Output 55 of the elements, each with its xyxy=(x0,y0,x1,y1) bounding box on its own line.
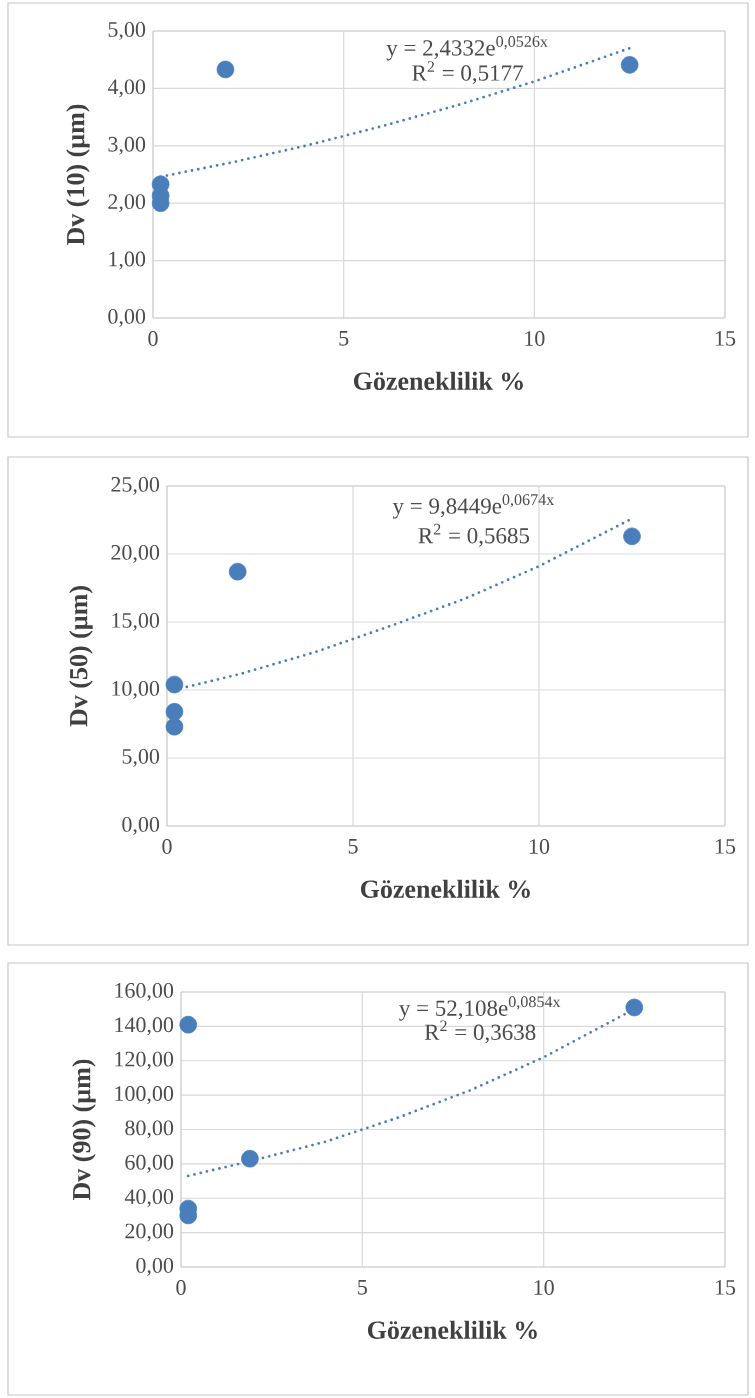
y-tick-label: 0,00 xyxy=(122,817,160,835)
point xyxy=(241,1149,259,1168)
x-tick-label: 5 xyxy=(358,1280,367,1295)
y-tick-label: 140,00 xyxy=(115,1017,174,1036)
annotation: R$^{2}$ = 0,5177 xyxy=(412,61,523,85)
annotation: y = 2,4332e$^{0,0526x}$ xyxy=(386,36,548,61)
point xyxy=(228,562,247,581)
x-axis-title: Gözeneklilik % xyxy=(353,371,523,391)
x-tick-label: 15 xyxy=(715,839,736,854)
y-tick-label: 4,00 xyxy=(107,79,146,98)
y-tick-label: 100,00 xyxy=(115,1086,174,1105)
y-tick-label: 15,00 xyxy=(112,613,160,631)
y-tick-label: 1,00 xyxy=(109,251,146,270)
y-tick-label: 60,00 xyxy=(125,1154,174,1173)
y-tick-label: 80,00 xyxy=(125,1120,174,1139)
annotation: y = 52,108e$^{0,0854x}$ xyxy=(399,996,561,1021)
y-tick-label: 2,00 xyxy=(108,194,146,213)
point xyxy=(216,60,235,79)
annotation: R$^{2}$ = 0,3638 xyxy=(424,1020,536,1044)
point xyxy=(623,527,641,546)
annotation: y = 9,8449e$^{0,0674x}$ xyxy=(392,494,555,519)
x-tick-label: 10 xyxy=(534,1280,554,1295)
point xyxy=(165,675,184,694)
y-axis-title: Dv (10) (µm) xyxy=(66,104,90,246)
y-tick-label: 20,00 xyxy=(111,545,160,564)
point xyxy=(179,1015,198,1034)
y-tick-label: 0,00 xyxy=(108,309,146,328)
y-axis-title: Dv (50) (µm) xyxy=(69,586,93,727)
y-tick-label: 160,00 xyxy=(115,982,174,1001)
x-tick-label: 10 xyxy=(525,331,545,346)
y-tick-label: 5,00 xyxy=(122,749,160,767)
y-tick-label: 25,00 xyxy=(111,477,160,496)
x-tick-label: 0 xyxy=(162,839,172,854)
y-tick-label: 0,00 xyxy=(136,1257,174,1276)
x-tick-label: 15 xyxy=(715,331,736,346)
y-axis-title: Dv (90) (µm) xyxy=(72,1059,96,1201)
x-tick-label: 10 xyxy=(529,839,550,854)
x-tick-label: 15 xyxy=(715,1280,736,1295)
y-tick-label: 10,00 xyxy=(112,681,160,699)
point xyxy=(165,717,184,736)
y-tick-label: 120,00 xyxy=(115,1051,174,1070)
x-tick-label: 0 xyxy=(148,331,158,346)
point xyxy=(165,702,184,721)
x-axis-title: Gözeneklilik % xyxy=(360,879,530,899)
y-tick-label: 40,00 xyxy=(124,1189,174,1208)
y-tick-label: 20,00 xyxy=(125,1223,174,1242)
annotation: R$^{2}$ = 0,5685 xyxy=(418,523,530,547)
y-tick-label: 3,00 xyxy=(108,136,146,155)
x-axis-title: Gözeneklilik % xyxy=(367,1320,537,1340)
x-tick-label: 5 xyxy=(339,331,349,346)
x-tick-label: 0 xyxy=(176,1280,186,1295)
x-tick-label: 5 xyxy=(348,839,358,854)
y-tick-label: 5,00 xyxy=(108,22,146,41)
point xyxy=(620,56,639,74)
point xyxy=(625,998,644,1017)
